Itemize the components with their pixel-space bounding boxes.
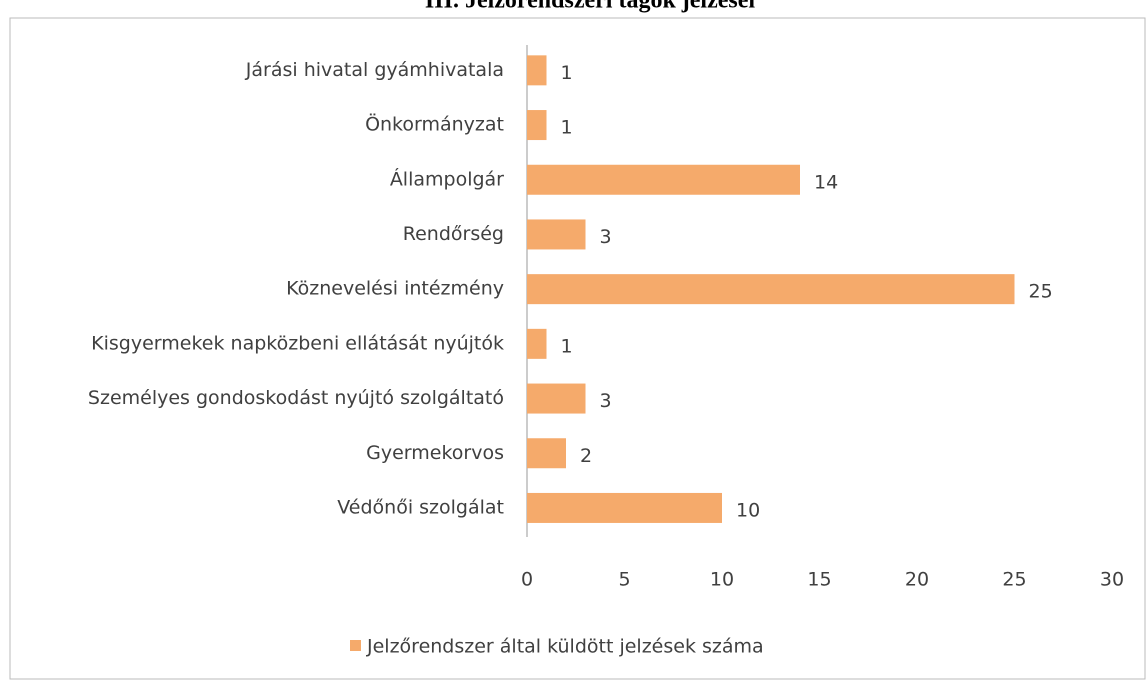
bar (527, 219, 586, 250)
x-tick-label: 20 (905, 569, 929, 591)
value-label: 1 (561, 62, 573, 84)
y-tick-label: Állampolgár (390, 167, 504, 190)
x-tick-label: 0 (521, 569, 533, 591)
value-label: 1 (561, 117, 573, 139)
bar (527, 328, 547, 359)
x-tick-label: 5 (618, 569, 630, 591)
value-label: 25 (1029, 281, 1053, 303)
y-tick-label: Önkormányzat (365, 113, 504, 136)
value-label: 2 (580, 445, 592, 467)
value-label: 3 (600, 226, 612, 248)
bar (527, 55, 547, 86)
x-tick-label: 15 (807, 569, 831, 591)
value-label: 10 (736, 499, 760, 521)
y-tick-label: Személyes gondoskodást nyújtó szolgáltat… (88, 387, 504, 409)
chart-title: III. Jelzőrendszeri tagok jelzései (425, 0, 755, 14)
value-label: 1 (561, 335, 573, 357)
bar (527, 383, 586, 414)
bar (527, 492, 722, 523)
y-tick-label: Védőnői szolgálat (337, 496, 504, 518)
x-tick-label: 30 (1100, 569, 1124, 591)
y-tick-label: Rendőrség (403, 223, 504, 245)
y-tick-label: Köznevelési intézmény (286, 278, 504, 300)
bar (527, 164, 800, 195)
y-tick-label: Kisgyermekek napközbeni ellátását nyújtó… (91, 332, 504, 354)
bar (527, 438, 566, 469)
chart-frame (9, 17, 1146, 680)
value-label: 14 (814, 171, 838, 193)
bar (527, 110, 547, 141)
value-label: 3 (600, 390, 612, 412)
bar (527, 274, 1015, 305)
x-tick-label: 10 (710, 569, 734, 591)
y-tick-label: Gyermekorvos (366, 442, 504, 464)
legend-swatch (350, 640, 361, 651)
legend-label: Jelzőrendszer által küldött jelzések szá… (366, 636, 764, 658)
x-tick-label: 25 (1002, 569, 1026, 591)
y-tick-label: Járási hivatal gyámhivatala (245, 59, 504, 81)
